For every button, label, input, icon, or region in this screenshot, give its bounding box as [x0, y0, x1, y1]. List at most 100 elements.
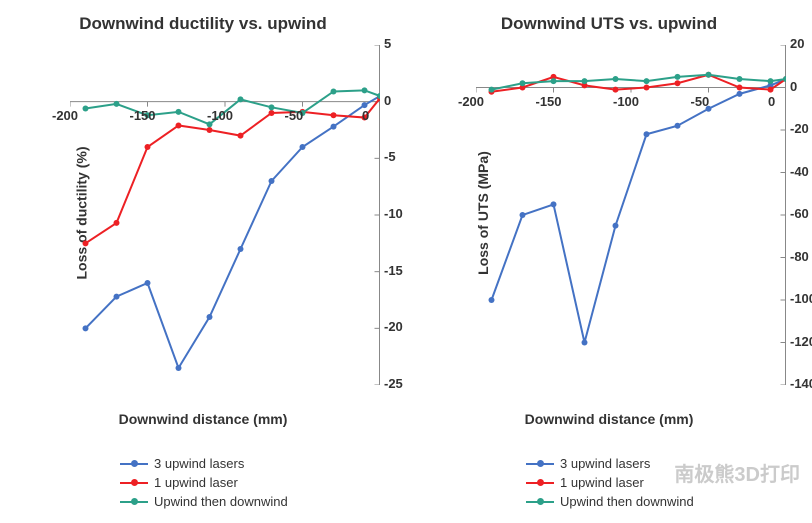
- series-marker: [768, 87, 774, 93]
- series-marker: [737, 76, 743, 82]
- series-marker: [768, 78, 774, 84]
- series-marker: [331, 112, 337, 118]
- legend-label: 1 upwind laser: [560, 475, 644, 490]
- series-marker: [489, 87, 495, 93]
- x-tick-label: -200: [52, 108, 78, 123]
- series-marker: [176, 365, 182, 371]
- y-tick-label: 20: [790, 36, 804, 51]
- x-tick-label: 0: [768, 94, 775, 109]
- legend-swatch: [526, 476, 554, 490]
- series-marker: [238, 246, 244, 252]
- series-marker: [737, 91, 743, 97]
- series-marker: [706, 72, 712, 78]
- legend-label: 3 upwind lasers: [560, 456, 650, 471]
- x-tick-label: -50: [691, 94, 710, 109]
- y-tick-label: -40: [790, 164, 809, 179]
- series-marker: [520, 212, 526, 218]
- chart-panel-ductility: Downwind ductility vs. upwind Loss of du…: [0, 0, 406, 523]
- x-tick-label: -100: [613, 94, 639, 109]
- series-marker: [644, 131, 650, 137]
- series-marker: [582, 340, 588, 346]
- series-marker: [362, 87, 368, 93]
- series-marker: [269, 110, 275, 116]
- series-marker: [582, 78, 588, 84]
- legend-label: Upwind then downwind: [560, 494, 694, 509]
- x-axis-label: Downwind distance (mm): [0, 411, 406, 427]
- series-marker: [114, 294, 120, 300]
- y-tick-label: -20: [384, 319, 403, 334]
- series-marker: [269, 178, 275, 184]
- series-marker: [300, 144, 306, 150]
- series-marker: [331, 88, 337, 94]
- x-axis-label: Downwind distance (mm): [406, 411, 812, 427]
- series-marker: [83, 240, 89, 246]
- y-tick-label: 5: [384, 36, 391, 51]
- legend-label: Upwind then downwind: [154, 494, 288, 509]
- y-tick-label: -60: [790, 206, 809, 221]
- series-marker: [331, 124, 337, 130]
- series-marker: [207, 127, 213, 133]
- chart-panel-uts: Downwind UTS vs. upwind Loss of UTS (MPa…: [406, 0, 812, 523]
- legend-label: 3 upwind lasers: [154, 456, 244, 471]
- legend-item: 3 upwind lasers: [120, 456, 366, 471]
- legend-swatch: [120, 476, 148, 490]
- series-marker: [644, 78, 650, 84]
- legend-item: 1 upwind laser: [120, 475, 366, 490]
- y-tick-label: -5: [384, 149, 396, 164]
- series-marker: [269, 104, 275, 110]
- series-marker: [83, 105, 89, 111]
- legend-item: 1 upwind laser: [526, 475, 772, 490]
- plot-area-ductility: [70, 45, 380, 385]
- series-marker: [551, 201, 557, 207]
- series-marker: [613, 87, 619, 93]
- series-line: [86, 96, 381, 368]
- legend-item: Upwind then downwind: [526, 494, 772, 509]
- y-tick-label: -80: [790, 249, 809, 264]
- series-marker: [238, 133, 244, 139]
- y-tick-label: -140: [790, 376, 812, 391]
- series-marker: [176, 122, 182, 128]
- series-marker: [176, 109, 182, 115]
- legend-swatch: [120, 457, 148, 471]
- x-tick-label: -50: [285, 108, 304, 123]
- series-marker: [644, 85, 650, 91]
- series-marker: [145, 280, 151, 286]
- y-tick-label: 0: [384, 93, 391, 108]
- chart-title: Downwind UTS vs. upwind: [406, 14, 812, 34]
- legend-item: 3 upwind lasers: [526, 456, 772, 471]
- y-tick-label: -100: [790, 291, 812, 306]
- legend: 3 upwind lasers 1 upwind laser Upwind then…: [526, 456, 772, 513]
- series-marker: [675, 74, 681, 80]
- series-marker: [737, 85, 743, 91]
- y-tick-label: -25: [384, 376, 403, 391]
- series-marker: [675, 123, 681, 129]
- x-tick-label: -150: [130, 108, 156, 123]
- legend-swatch: [526, 495, 554, 509]
- series-marker: [613, 223, 619, 229]
- x-tick-label: -200: [458, 94, 484, 109]
- series-marker: [114, 220, 120, 226]
- y-tick-label: -15: [384, 263, 403, 278]
- y-tick-label: -20: [790, 121, 809, 136]
- y-tick-label: -120: [790, 334, 812, 349]
- series-marker: [675, 80, 681, 86]
- chart-title: Downwind ductility vs. upwind: [0, 14, 406, 34]
- series-marker: [207, 314, 213, 320]
- series-marker: [520, 80, 526, 86]
- y-tick-label: 0: [790, 79, 797, 94]
- charts-container: Downwind ductility vs. upwind Loss of du…: [0, 0, 812, 523]
- series-marker: [613, 76, 619, 82]
- x-tick-label: -150: [536, 94, 562, 109]
- series-marker: [489, 297, 495, 303]
- series-marker: [238, 96, 244, 102]
- legend: 3 upwind lasers 1 upwind laser Upwind then…: [120, 456, 366, 513]
- series-marker: [83, 325, 89, 331]
- legend-swatch: [526, 457, 554, 471]
- y-tick-label: -10: [384, 206, 403, 221]
- legend-label: 1 upwind laser: [154, 475, 238, 490]
- x-tick-label: 0: [362, 108, 369, 123]
- legend-item: Upwind then downwind: [120, 494, 366, 509]
- legend-swatch: [120, 495, 148, 509]
- series-marker: [551, 78, 557, 84]
- series-marker: [145, 144, 151, 150]
